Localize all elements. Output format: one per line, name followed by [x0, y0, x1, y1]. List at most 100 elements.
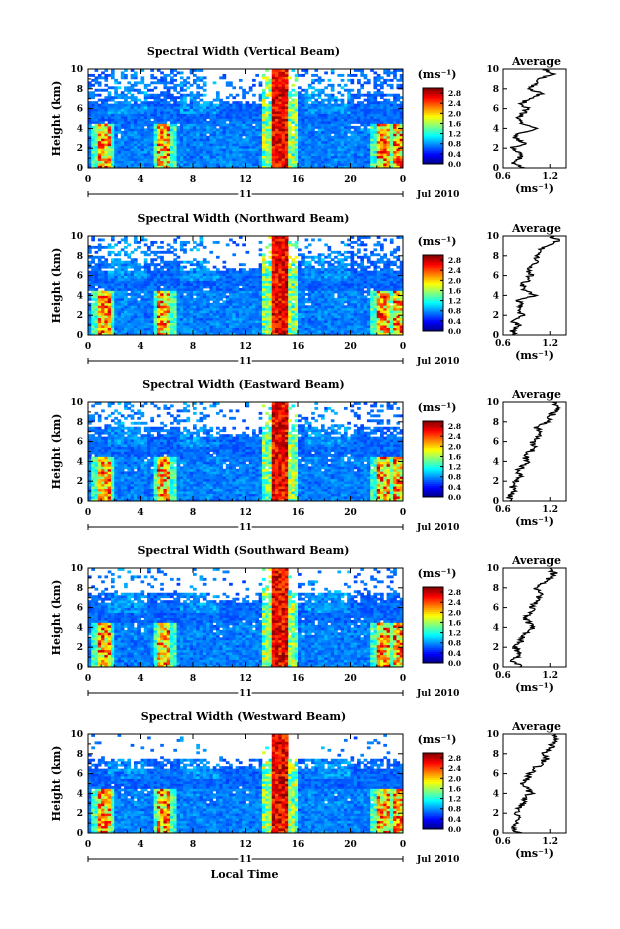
colorbar-cell — [423, 606, 443, 609]
profile-y-tick-label: 6 — [493, 272, 499, 282]
colorbar-cell — [423, 118, 443, 121]
panel-3: Spectral Width (Southward Beam) 0 2 4 6 8 10 He… — [50, 544, 567, 701]
colorbar-cell — [423, 453, 443, 456]
colorbar-tick-label: 0.4 — [448, 483, 461, 492]
y-tick-label: 0 — [77, 829, 83, 839]
colorbar-cell — [423, 596, 443, 599]
colorbar-cell — [423, 483, 443, 486]
colorbar-tick-label: 0.4 — [448, 815, 461, 824]
profile-y-tick-label: 2 — [493, 477, 499, 487]
profile-y-tick-label: 8 — [493, 418, 499, 428]
colorbar-cell — [423, 285, 443, 288]
y-tick-label: 6 — [77, 438, 83, 448]
profile-y-tick-label: 10 — [486, 398, 499, 408]
profile-x-tick-label: 1.2 — [542, 837, 558, 847]
profile-line — [509, 567, 558, 668]
profile-line — [505, 401, 562, 502]
colorbar-cell — [423, 762, 443, 765]
profile-y-tick-label: 2 — [493, 643, 499, 653]
colorbar-cell — [423, 787, 443, 790]
y-tick-label: 0 — [77, 497, 83, 507]
date-center-label: 11 — [239, 689, 252, 699]
colorbar-cell — [423, 114, 443, 117]
x-tick-label: 20 — [344, 175, 357, 185]
colorbar-tick-label: 0.4 — [448, 150, 461, 159]
colorbar-cell — [423, 107, 443, 110]
colorbar-cell — [423, 323, 443, 326]
colorbar-cell — [423, 133, 443, 136]
colorbar-cell — [423, 447, 443, 450]
colorbar-cell — [423, 815, 443, 818]
colorbar-cell — [423, 120, 443, 123]
date-right-label: Jul 2010 — [416, 523, 459, 533]
colorbar-tick-label: 0.0 — [448, 825, 461, 834]
colorbar-cell — [423, 773, 443, 777]
colorbar-cell — [423, 148, 443, 152]
colorbar-cell — [423, 91, 443, 95]
colorbar-cell — [423, 281, 443, 284]
colorbar-cell — [423, 329, 443, 332]
y-tick-label: 8 — [77, 252, 83, 262]
colorbar-cell — [423, 162, 443, 165]
profile-x-tick-label: 0.6 — [495, 339, 511, 349]
profile-title: Average — [511, 554, 561, 567]
colorbar-cell — [423, 143, 443, 146]
x-tick-label: 4 — [137, 342, 143, 352]
colorbar-cell — [423, 785, 443, 788]
colorbar-cell — [423, 625, 443, 628]
colorbar-cell — [423, 279, 443, 282]
colorbar-cell — [423, 617, 443, 620]
y-tick-label: 4 — [77, 124, 83, 134]
colorbar-tick-label: 0.4 — [448, 317, 461, 326]
colorbar-cell — [423, 645, 443, 649]
profile-y-tick-label: 4 — [493, 623, 499, 633]
profile-x-tick-label: 1.2 — [542, 172, 558, 182]
profile-y-tick-label: 8 — [493, 750, 499, 760]
x-axis-label: Local Time — [211, 868, 279, 881]
profile-y-tick-label: 10 — [486, 564, 499, 574]
colorbar-cell — [423, 636, 443, 639]
profile-y-tick-label: 8 — [493, 252, 499, 262]
colorbar-tick-label: 1.6 — [448, 119, 461, 128]
colorbar-tick-label: 2.8 — [448, 754, 461, 763]
x-tick-label: 0 — [400, 342, 406, 352]
colorbar-cell — [423, 476, 443, 479]
colorbar-cell — [423, 321, 443, 324]
colorbar-tick-label: 0.0 — [448, 327, 461, 336]
y-axis-label: Height (km) — [50, 248, 63, 324]
y-tick-label: 2 — [77, 477, 83, 487]
colorbar-cell — [423, 604, 443, 607]
colorbar-cell — [423, 258, 443, 262]
colorbar-cell — [423, 810, 443, 813]
profile-y-tick-label: 0 — [493, 663, 499, 673]
colorbar-cell — [423, 122, 443, 125]
colorbar-cell — [423, 602, 443, 605]
colorbar-cell — [423, 146, 443, 150]
colorbar-cell — [423, 300, 443, 303]
colorbar-cell — [423, 289, 443, 292]
colorbar-cell — [423, 255, 443, 258]
colorbar-cell — [423, 598, 443, 601]
y-tick-label: 2 — [77, 643, 83, 653]
colorbar-cell — [423, 495, 443, 498]
profile-x-tick-label: 0.6 — [495, 671, 511, 681]
colorbar-cell — [423, 626, 443, 630]
x-tick-label: 4 — [137, 674, 143, 684]
colorbar-frame — [422, 752, 444, 830]
colorbar-cell — [423, 141, 443, 144]
colorbar-cell — [423, 479, 443, 483]
y-tick-label: 4 — [77, 457, 83, 467]
x-tick-label: 8 — [190, 840, 196, 850]
colorbar-cell — [423, 468, 443, 471]
colorbar-unit: (ms⁻¹) — [418, 733, 457, 746]
colorbar-cell — [423, 298, 443, 301]
colorbar-cell — [423, 135, 443, 138]
profile-x-tick-label: 1.2 — [542, 339, 558, 349]
colorbar-tick-label: 1.6 — [448, 618, 461, 627]
colorbar-tick-label: 0.0 — [448, 493, 461, 502]
colorbar-unit: (ms⁻¹) — [418, 567, 457, 580]
average-profile: Average 0 2 4 6 8 10 0.6 1.2(ms⁻¹) — [486, 55, 567, 195]
colorbar-cell — [423, 105, 443, 108]
colorbar-cell — [423, 783, 443, 786]
